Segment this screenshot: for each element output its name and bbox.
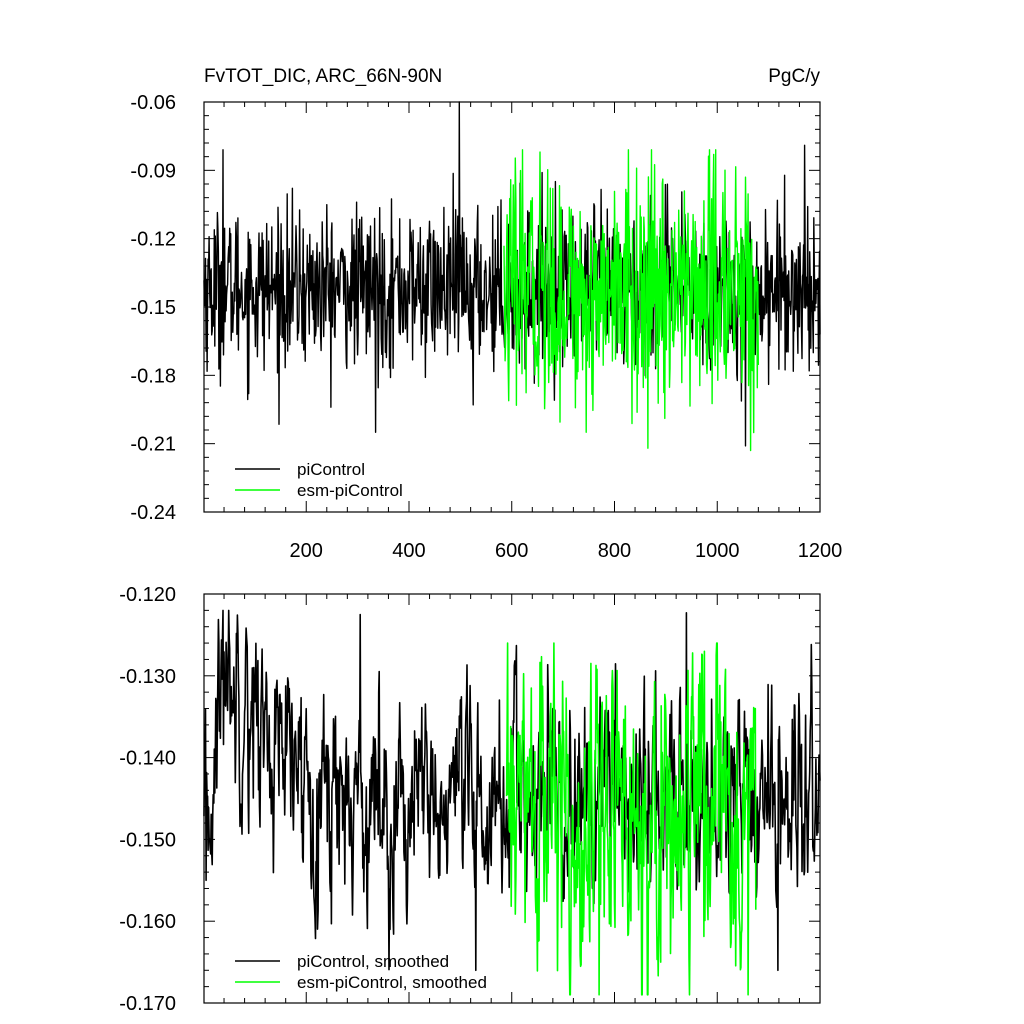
bottom-axes: -0.120 -0.130 -0.140 -0.150 -0.160 -0.170 [119,584,821,1015]
y-tick-label: -0.160 [119,911,176,933]
top-panel-units: PgC/y [768,66,820,87]
y-tick-label: -0.130 [119,666,176,688]
y-tick-label: -0.12 [130,229,176,251]
top-panel: FvTOT_DIC, ARC_66N-90N PgC/y -0.06-0.09-… [130,66,842,562]
x-tick-label: 1000 [695,540,740,562]
series-line-esm-picontrol-smoothed [505,642,757,996]
legend-label-esm-picontrol-smoothed: esm-piControl, smoothed [297,973,487,992]
bottom-legend: piControl, smoothed esm-piControl, smoot… [235,952,487,992]
x-tick-label: 400 [392,540,425,562]
y-tick-label: -0.24 [130,502,176,524]
legend-label-esm-picontrol: esm-piControl [297,481,403,500]
bottom-panel: -0.120 -0.130 -0.140 -0.150 -0.160 -0.170 piC… [119,584,821,1015]
legend-label-picontrol: piControl [297,460,365,479]
top-panel-title: FvTOT_DIC, ARC_66N-90N [204,66,442,87]
y-tick-label: -0.21 [130,434,176,456]
legend-label-picontrol-smoothed: piControl, smoothed [297,952,449,971]
y-tick-label: -0.150 [119,829,176,851]
y-tick-label: -0.09 [130,160,176,182]
top-legend: piControl esm-piControl [235,460,403,500]
x-tick-label: 600 [495,540,528,562]
y-tick-label: -0.170 [119,993,176,1015]
x-tick-label: 800 [598,540,631,562]
y-tick-label: -0.18 [130,365,176,387]
top-series-group [203,101,821,452]
series-line-picontrol [203,101,821,447]
y-tick-label: -0.06 [130,92,176,114]
x-tick-label: 1200 [798,540,843,562]
y-tick-label: -0.120 [119,584,176,606]
x-tick-label: 200 [290,540,323,562]
bottom-series-group [203,609,821,996]
y-tick-label: -0.140 [119,748,176,770]
y-tick-label: -0.15 [130,297,176,319]
series-line-esm-picontrol [503,149,759,452]
top-axes: -0.06 -0.09 -0.12 -0.15 -0.18 -0.21 -0.24 200 40… [130,92,842,562]
